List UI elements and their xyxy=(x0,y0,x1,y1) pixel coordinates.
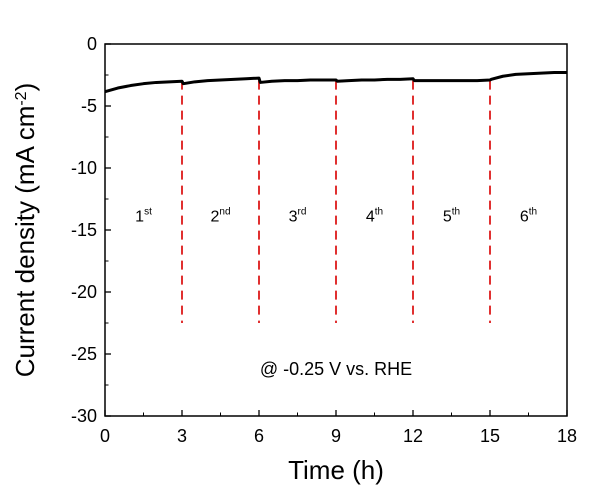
cycle-suffix: nd xyxy=(219,206,230,217)
y-tick-label-2: -10 xyxy=(71,158,97,178)
x-tick-label-4: 12 xyxy=(403,426,423,446)
cycle-suffix: th xyxy=(529,206,537,217)
y-tick-label-4: -20 xyxy=(71,282,97,302)
y-tick-label-1: -5 xyxy=(81,96,97,116)
cycle-suffix: st xyxy=(144,206,152,217)
cycle-label-2: 2nd xyxy=(210,206,230,225)
x-axis-title: Time (h) xyxy=(288,455,384,485)
x-tick-label-2: 6 xyxy=(254,426,264,446)
cycle-label-4: 4th xyxy=(366,206,383,225)
x-tick-label-1: 3 xyxy=(177,426,187,446)
cycle-number: 1 xyxy=(135,208,144,225)
y-tick-label-6: -30 xyxy=(71,406,97,426)
cycle-label-3: 3rd xyxy=(289,206,307,225)
cycle-number: 2 xyxy=(210,208,219,225)
cycle-suffix: th xyxy=(452,206,460,217)
cycle-suffix: th xyxy=(375,206,383,217)
series-line-0 xyxy=(104,71,567,94)
x-tick-label-6: 18 xyxy=(557,426,577,446)
axis-ticks: 0 3 6 9 12 15 180-5-10-15-20-25-30 xyxy=(71,34,577,446)
cycle-suffix: rd xyxy=(298,206,307,217)
x-tick-label-3: 9 xyxy=(331,426,341,446)
x-tick-label-5: 15 xyxy=(480,426,500,446)
cycle-number: 3 xyxy=(289,208,298,225)
y-tick-label-0: 0 xyxy=(87,34,97,54)
plot-area: 1st 2nd 3rd 4th 5th 6th xyxy=(104,71,567,323)
cycle-label-6: 6th xyxy=(520,206,537,225)
cycle-number: 4 xyxy=(366,208,375,225)
cycle-label-1: 1st xyxy=(135,206,152,225)
y-axis-title: Current density (mA cm-2) xyxy=(10,83,40,378)
cycle-number: 6 xyxy=(520,208,529,225)
cycle-number: 5 xyxy=(443,208,452,225)
potential-annotation: @ -0.25 V vs. RHE xyxy=(260,359,412,379)
x-tick-label-0: 0 xyxy=(100,426,110,446)
y-tick-label-5: -25 xyxy=(71,344,97,364)
y-tick-label-3: -15 xyxy=(71,220,97,240)
cycle-label-5: 5th xyxy=(443,206,460,225)
